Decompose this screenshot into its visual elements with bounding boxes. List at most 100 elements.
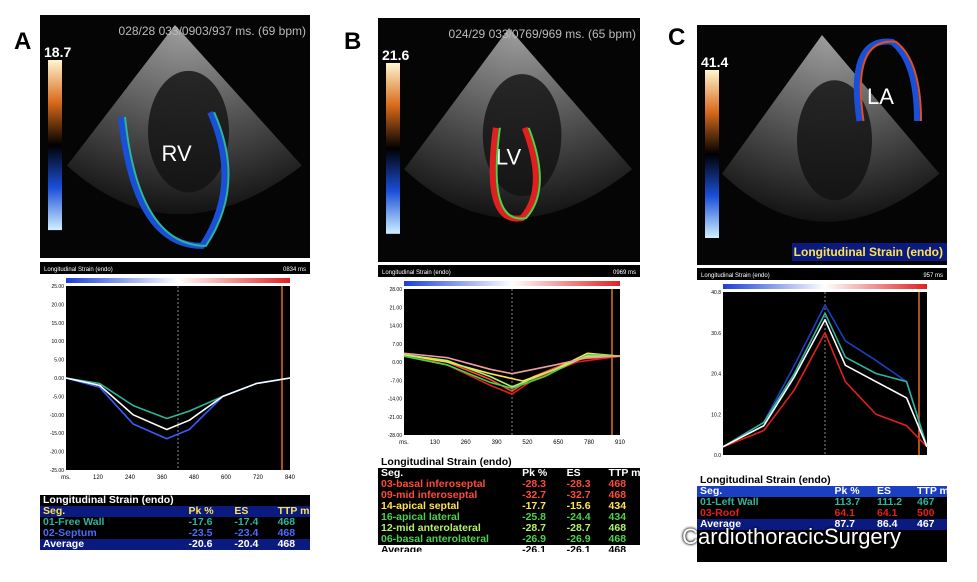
y-tick-label: -5.00 [53, 394, 65, 400]
cell: Average [381, 544, 423, 553]
table-row: 03-Roof 64.1 64.1 500 [697, 508, 947, 519]
cell: -15.6 [566, 500, 591, 512]
cell: -25.8 [522, 511, 547, 523]
y-tick-label: 30.6 [711, 331, 721, 337]
y-tick-label: -15.00 [50, 431, 64, 437]
y-tick-label: 15.00 [51, 321, 64, 327]
y-tick-label: -10.00 [50, 413, 64, 419]
y-tick-label: -25.00 [50, 468, 64, 474]
cell: ES [234, 505, 249, 517]
cell: 468 [277, 527, 296, 539]
cell: ES [877, 485, 892, 497]
cell: 467 [917, 496, 935, 508]
x-tick-label: 840 [285, 475, 296, 481]
strain-table: Longitudinal Strain (endo) Seg. Pk % ES TTP … [697, 475, 947, 562]
y-tick-label: 40.8 [711, 290, 721, 296]
y-tick-label: -20.00 [50, 450, 64, 456]
x-tick-label: 260 [461, 440, 472, 446]
cell: 468 [608, 489, 627, 501]
table-row: 16-apical lateral -25.8 -24.4 434 [378, 512, 640, 523]
color-bar [386, 63, 400, 234]
cell: -32.7 [566, 489, 591, 501]
strain-contour-inner [859, 40, 922, 122]
cell: 434 [608, 500, 627, 512]
cell: 64.1 [877, 507, 898, 519]
table-row: 01-Left Wall 113.7 111.2 467 [697, 497, 947, 508]
gradient-strip [66, 278, 290, 283]
y-tick-label: 0.00 [54, 376, 64, 382]
cell: -17.6 [188, 516, 213, 528]
y-tick-label: 0.00 [392, 360, 402, 366]
x-tick-label: 480 [189, 475, 200, 481]
cell: 500 [917, 507, 935, 519]
strain-curve [722, 331, 928, 448]
banner: Longitudinal Strain (endo) [794, 245, 943, 259]
cell: -28.7 [566, 522, 591, 534]
panel-letter: A [14, 28, 32, 55]
graph-time: 957 ms [923, 273, 943, 279]
cavity [482, 74, 562, 197]
cell: 113.7 [834, 496, 861, 508]
cell: -28.7 [522, 522, 547, 534]
cell: 468 [277, 538, 296, 550]
cell: -28.3 [566, 478, 591, 490]
cell: 12-mid anterolateral [381, 522, 481, 534]
table-row: Average -20.6 -20.4 468 [40, 539, 310, 550]
cell: Pk % [522, 467, 548, 479]
y-tick-label: 10.2 [711, 412, 721, 418]
cell: Average [700, 518, 742, 530]
x-tick-label: 120 [93, 475, 104, 481]
x-tick-label: 520 [522, 440, 533, 446]
x-tick-label: 390 [492, 440, 503, 446]
cell: 468 [608, 533, 627, 545]
x-tick-label: 780 [584, 440, 595, 446]
cell: -20.6 [188, 538, 213, 550]
header: 024/29 033/0769/969 ms. (65 bpm) [449, 27, 636, 41]
x-tick-label: ms. [399, 440, 409, 446]
cell: 01-Left Wall [700, 496, 759, 508]
strain-contour-inner [495, 127, 541, 220]
cell: -26.1 [566, 544, 591, 553]
table-row: Average 87.7 86.4 467 [697, 519, 947, 530]
y-tick-label: 25.00 [51, 284, 64, 290]
y-tick-label: -14.00 [388, 397, 402, 403]
graph-title: Longitudinal Strain (endo) [701, 273, 770, 279]
graph-time: 0834 ms [283, 267, 306, 273]
panel-letter: C [668, 24, 686, 51]
cell: -17.4 [234, 516, 259, 528]
x-tick-label: 720 [253, 475, 264, 481]
chamber-label: LA [867, 84, 894, 109]
cell: Pk % [188, 505, 214, 517]
cell: 434 [608, 511, 627, 523]
color-bar [705, 70, 719, 238]
cell: TTP ms [917, 485, 947, 497]
table-row: 14-apical septal -17.7 -15.6 434 [378, 501, 640, 512]
cell: -26.1 [522, 544, 547, 553]
cell: ES [566, 467, 581, 479]
cell: 87.7 [834, 518, 855, 530]
strain-graph: Longitudinal Strain (endo) 0834 ms 25.00 20… [40, 262, 310, 490]
table-row: 03-basal inferoseptal -28.3 -28.3 468 [378, 479, 640, 490]
cell: Average [43, 538, 85, 550]
scale-max: 41.4 [701, 54, 728, 70]
graph-time: 0969 ms [613, 270, 636, 276]
table-row: 02-Septum -23.5 -23.4 468 [40, 528, 310, 539]
echo-image: 21.6 LV 024/29 033/0769/969 ms. (65 bpm) [378, 18, 640, 262]
cell: 468 [608, 478, 627, 490]
x-tick-label: 240 [125, 475, 136, 481]
cell: 06-basal anterolateral [381, 533, 489, 545]
strain-table: Longitudinal Strain (endo) Seg. Pk % ES TTP … [40, 495, 310, 550]
cell: 468 [608, 522, 627, 534]
cavity [797, 80, 872, 201]
table-row: 12-mid anterolateral -28.7 -28.7 468 [378, 523, 640, 534]
gradient-strip [404, 281, 620, 286]
chamber-label: LV [496, 144, 522, 169]
cell: -32.7 [522, 489, 547, 501]
watermark-box: CardiothoracicSurgery [640, 524, 901, 551]
y-tick-label: -7.00 [391, 378, 403, 384]
strain-table: Longitudinal Strain (endo) Seg. Pk % ES TTP … [378, 457, 640, 552]
cell: 111.2 [877, 496, 903, 508]
strain-curve [403, 353, 620, 388]
banner-bg [792, 243, 947, 261]
x-tick-label: 130 [430, 440, 441, 446]
